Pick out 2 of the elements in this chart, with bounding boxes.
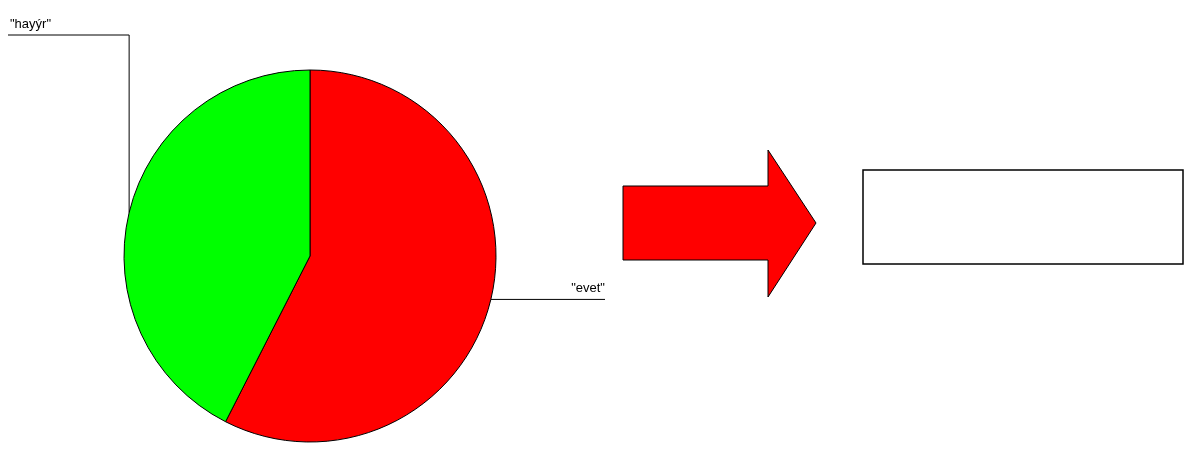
- slice-label: "evet": [571, 280, 606, 296]
- slice-label: "hayýr": [10, 16, 52, 31]
